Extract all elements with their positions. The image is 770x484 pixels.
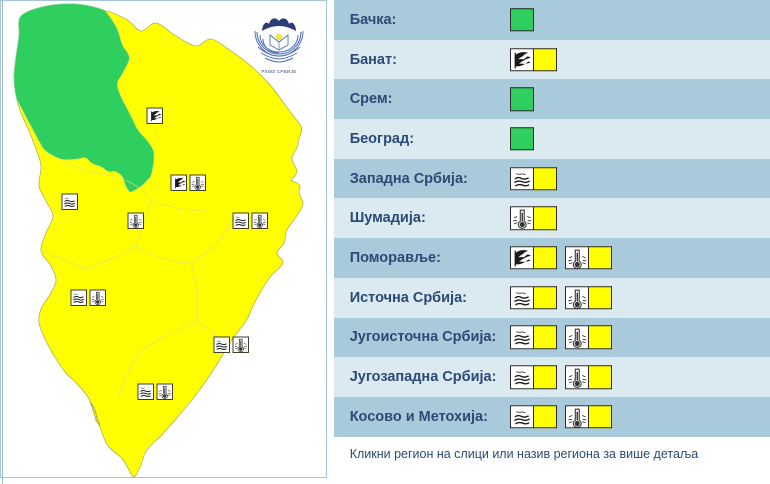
svg-text:РХМЗ СРБИЈЕ: РХМЗ СРБИЈЕ <box>261 69 296 74</box>
